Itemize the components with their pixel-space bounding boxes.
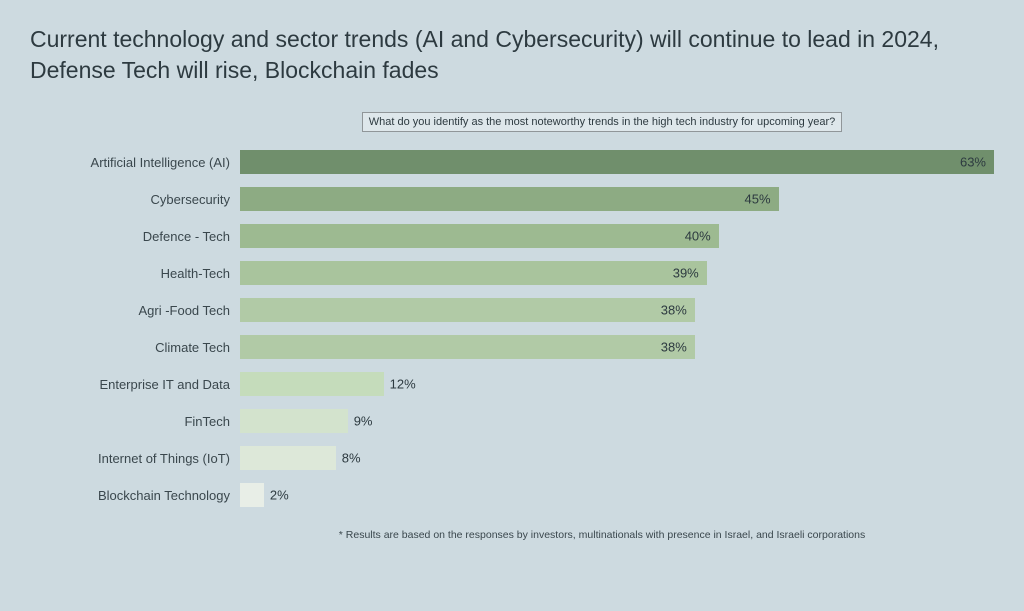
bar — [240, 409, 348, 433]
bar-label: Cybersecurity — [30, 192, 240, 207]
page: Current technology and sector trends (AI… — [0, 0, 1024, 611]
bar — [240, 187, 779, 211]
bar — [240, 150, 994, 174]
bar — [240, 335, 695, 359]
chart-row: Cybersecurity 45% — [30, 187, 994, 211]
chart-footnote: * Results are based on the responses by … — [339, 529, 865, 541]
bar-label: FinTech — [30, 414, 240, 429]
bar-track: 39% — [240, 261, 994, 285]
bar-value: 40% — [685, 229, 711, 244]
bar-label: Defence - Tech — [30, 229, 240, 244]
bar-label: Enterprise IT and Data — [30, 377, 240, 392]
bar-value: 39% — [673, 266, 699, 281]
bar-value: 9% — [354, 414, 373, 429]
chart-row: Climate Tech 38% — [30, 335, 994, 359]
bar-value: 38% — [661, 303, 687, 318]
bar — [240, 261, 707, 285]
chart-subtitle: What do you identify as the most notewor… — [362, 112, 843, 132]
bar-label: Blockchain Technology — [30, 488, 240, 503]
bar-value: 12% — [390, 377, 416, 392]
bar-track: 38% — [240, 298, 994, 322]
chart-row: FinTech 9% — [30, 409, 994, 433]
bar-track: 9% — [240, 409, 994, 433]
bar-track: 40% — [240, 224, 994, 248]
chart-row: Blockchain Technology 2% — [30, 483, 994, 507]
page-title: Current technology and sector trends (AI… — [30, 24, 990, 86]
bar-value: 8% — [342, 451, 361, 466]
bar — [240, 372, 384, 396]
bar-value: 38% — [661, 340, 687, 355]
chart-row: Defence - Tech 40% — [30, 224, 994, 248]
chart-row: Artificial Intelligence (AI) 63% — [30, 150, 994, 174]
bar-track: 45% — [240, 187, 994, 211]
bar-label: Health-Tech — [30, 266, 240, 281]
bar-chart: Artificial Intelligence (AI) 63% Cybersecu… — [30, 150, 994, 507]
bar-track: 12% — [240, 372, 994, 396]
bar-value: 45% — [745, 192, 771, 207]
footnote-container: * Results are based on the responses by … — [30, 525, 994, 543]
chart-row: Agri -Food Tech 38% — [30, 298, 994, 322]
bar-label: Internet of Things (IoT) — [30, 451, 240, 466]
bar-label: Artificial Intelligence (AI) — [30, 155, 240, 170]
bar-value: 2% — [270, 488, 289, 503]
bar-track: 2% — [240, 483, 994, 507]
chart-row: Enterprise IT and Data 12% — [30, 372, 994, 396]
bar — [240, 483, 264, 507]
bar — [240, 224, 719, 248]
bar-track: 8% — [240, 446, 994, 470]
subtitle-container: What do you identify as the most notewor… — [30, 112, 994, 132]
bar-label: Agri -Food Tech — [30, 303, 240, 318]
bar — [240, 298, 695, 322]
chart-row: Internet of Things (IoT) 8% — [30, 446, 994, 470]
chart-row: Health-Tech 39% — [30, 261, 994, 285]
bar-label: Climate Tech — [30, 340, 240, 355]
bar-track: 38% — [240, 335, 994, 359]
bar-track: 63% — [240, 150, 994, 174]
bar — [240, 446, 336, 470]
bar-value: 63% — [960, 155, 986, 170]
